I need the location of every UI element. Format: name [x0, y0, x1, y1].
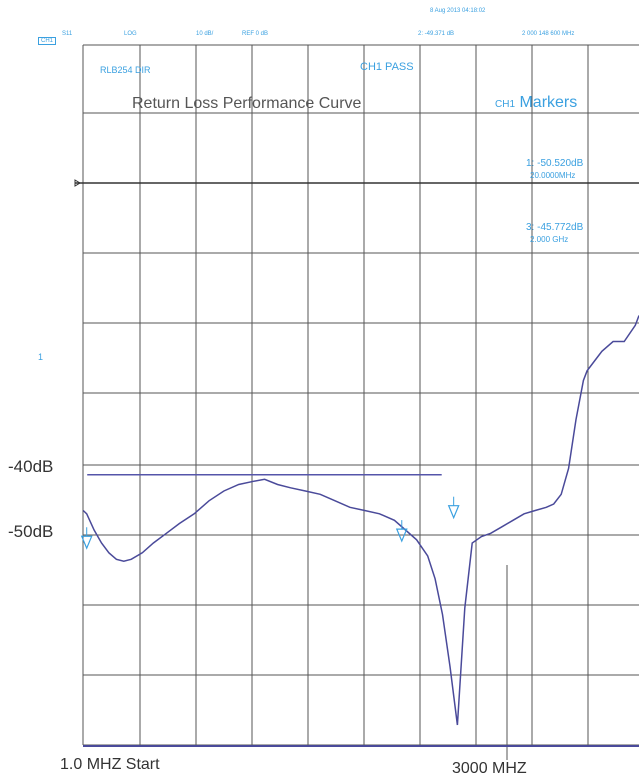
device-label: RLB254 DIR: [100, 65, 151, 75]
marker-readout-value: 1: -50.520dB: [526, 158, 584, 169]
markers-title: Markers: [519, 94, 578, 111]
marker-readout-freq: 2.000 GHz: [530, 235, 569, 244]
x-start-label: 1.0 MHZ Start: [60, 756, 160, 773]
ref-marker-label: 1: [38, 352, 44, 362]
pass-label: CH1 PASS: [360, 61, 414, 73]
marker-symbols: [80, 496, 460, 550]
marker-readout-freq: 20.0000MHz: [530, 171, 576, 180]
markers-channel: CH1: [495, 99, 516, 110]
y-tick-label: -40dB: [8, 457, 54, 476]
status-item: 10 dB/: [196, 31, 214, 37]
status-item: 2: -49.371 dB: [418, 31, 455, 37]
chart-title: Return Loss Performance Curve: [132, 95, 362, 112]
channel-box: CH1: [38, 29, 57, 47]
grid-lines: [82, 44, 639, 746]
status-item: REF 0 dB: [242, 31, 269, 37]
marker-readout-value: 3: -45.772dB: [526, 222, 584, 233]
reference-tick: [74, 179, 81, 187]
status-item: LOG: [124, 31, 137, 37]
marker-triangle: [447, 505, 460, 520]
channel-label: CH1: [38, 37, 57, 45]
y-tick-label: -50dB: [8, 522, 54, 541]
series-line: [82, 315, 639, 726]
markers-header: CH1 Markers: [495, 94, 577, 112]
status-item: 2 000 148 600 MHz: [522, 31, 575, 37]
timestamp: 8 Aug 2013 04:18:02: [430, 8, 486, 14]
x-end-label: 3000 MHZ: [452, 760, 527, 777]
status-item: S11: [62, 31, 73, 37]
